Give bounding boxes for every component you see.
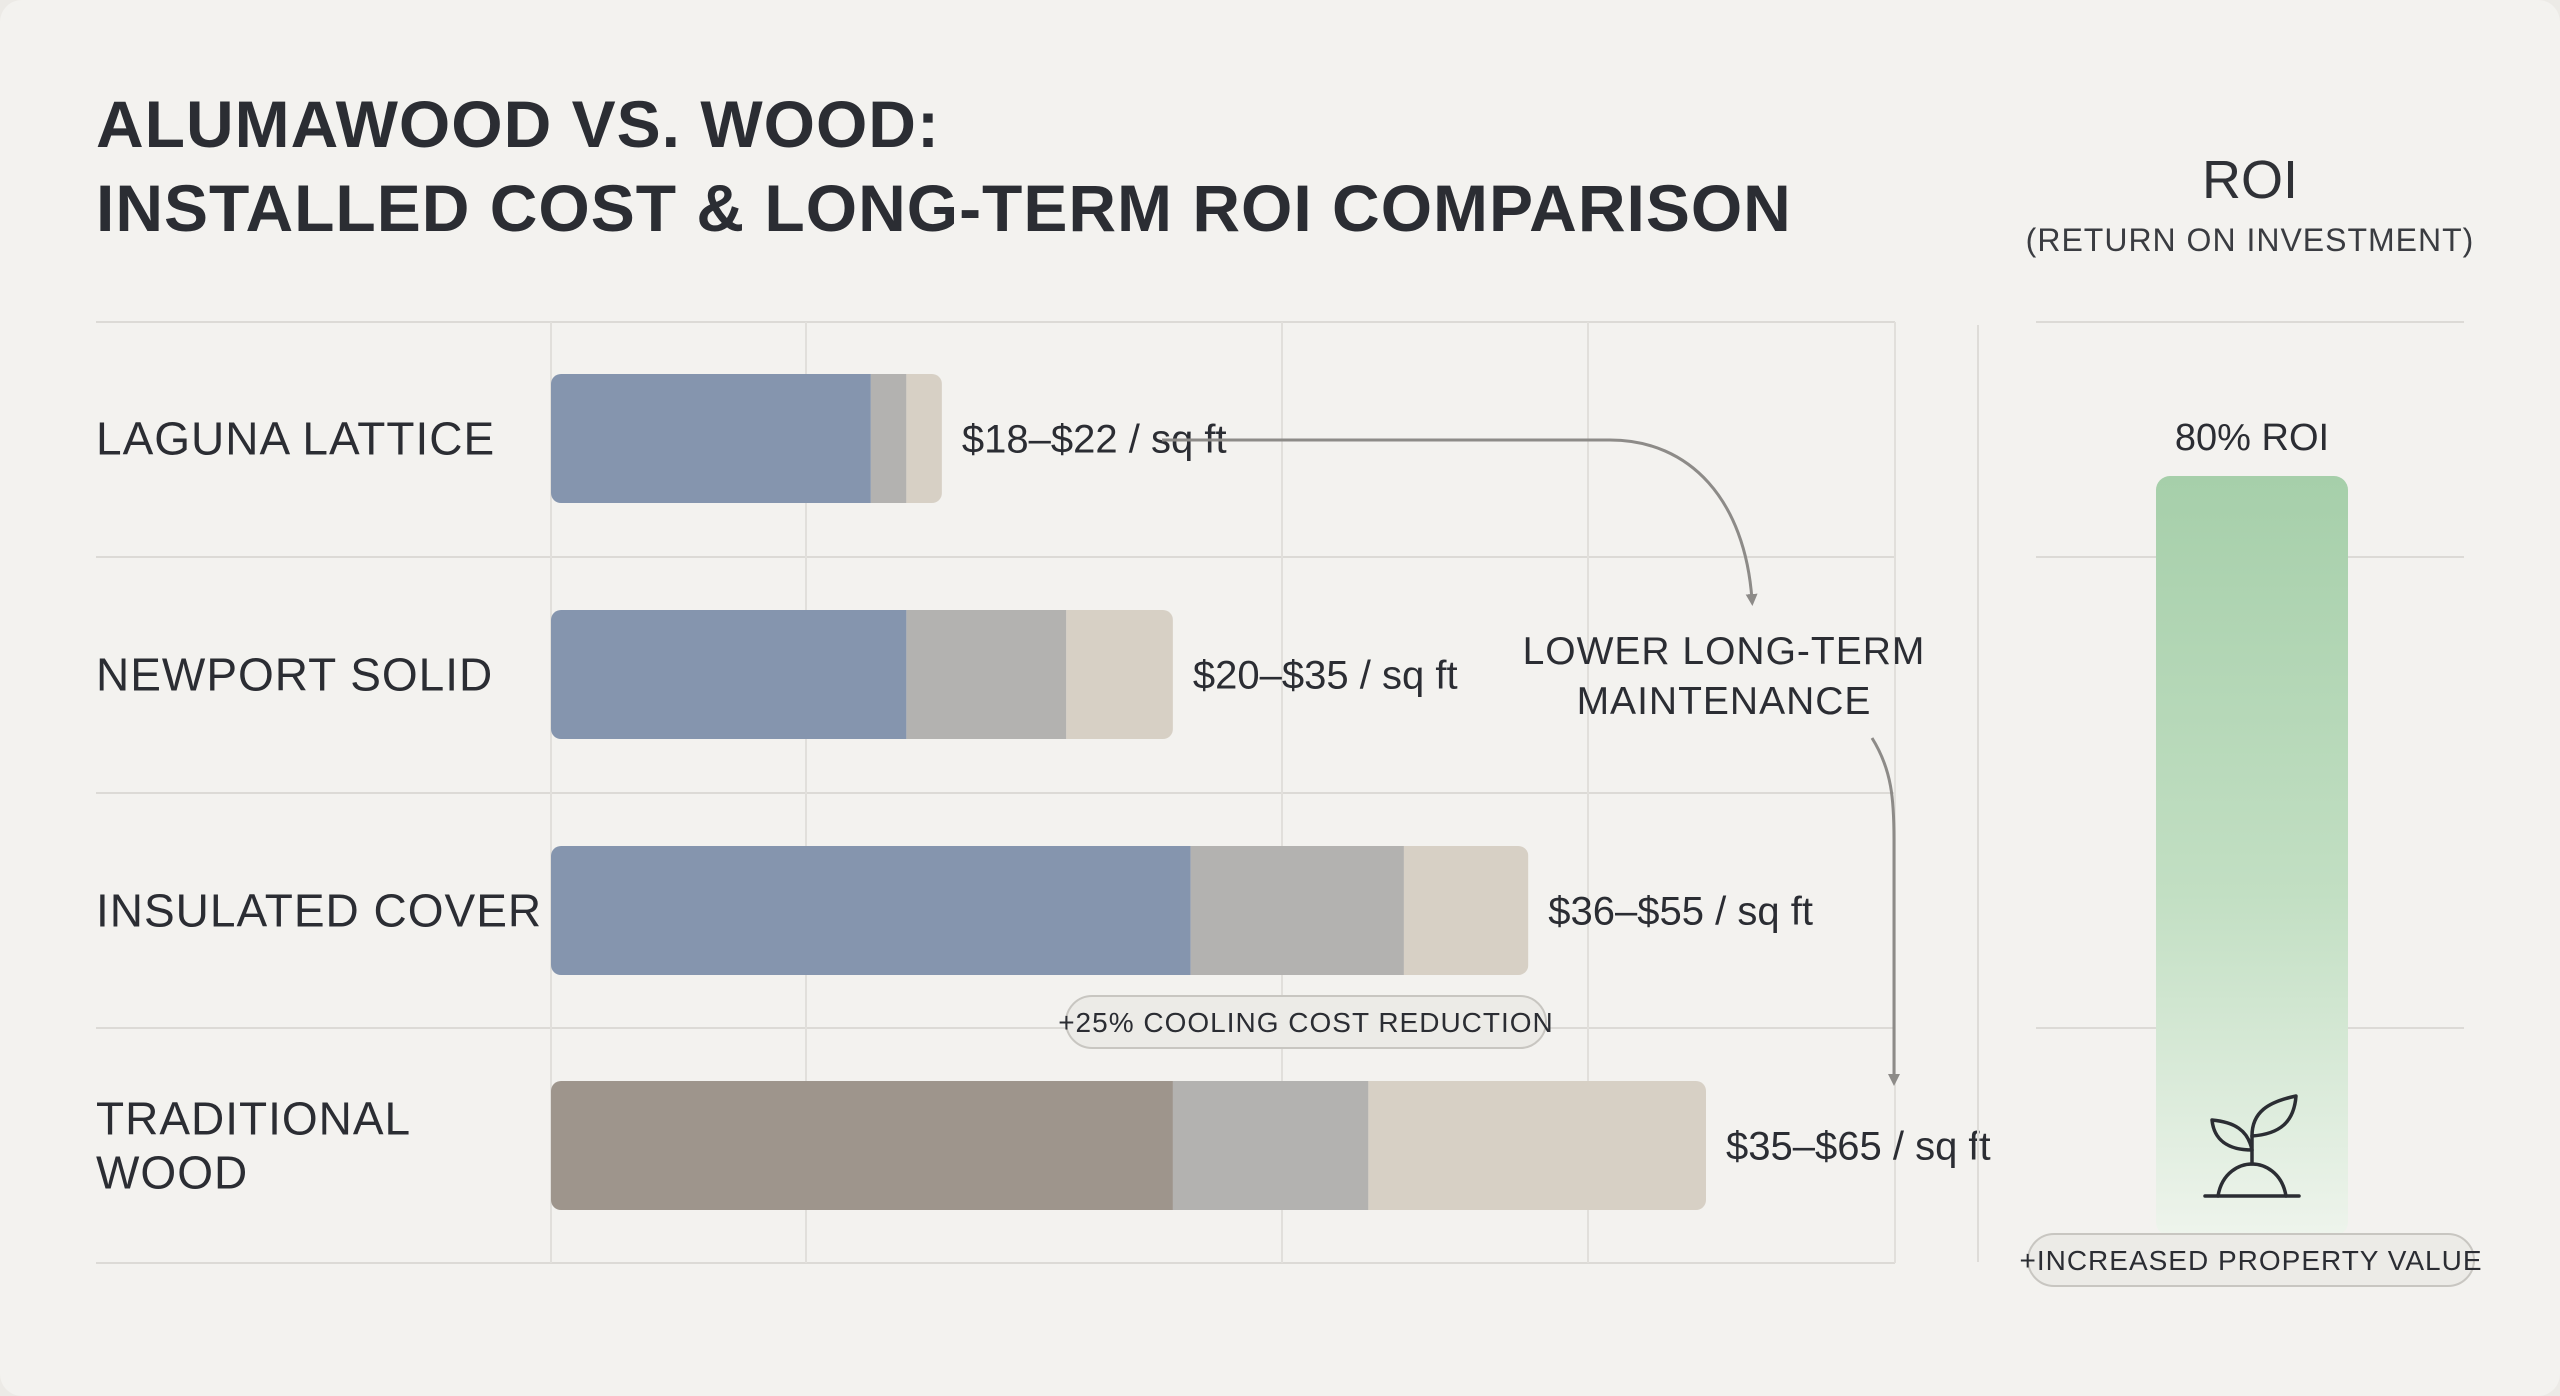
sprout-icon bbox=[2203, 1094, 2301, 1198]
bars bbox=[551, 374, 1706, 1210]
bar-segment bbox=[551, 610, 907, 739]
bar-segment bbox=[551, 846, 1191, 975]
category-label: NEWPORT SOLID bbox=[96, 649, 493, 701]
bar-segment bbox=[906, 610, 1067, 739]
bar-group bbox=[551, 1081, 1706, 1210]
value-label: $35–$65 / sq ft bbox=[1726, 1125, 1991, 1169]
maintenance-annotation: LOWER LONG-TERM MAINTENANCE bbox=[1162, 438, 1926, 1086]
category-label: LAGUNA LATTICE bbox=[96, 413, 495, 465]
roi-heading: ROI (RETURN ON INVESTMENT) bbox=[1990, 148, 2510, 260]
bar-group bbox=[551, 610, 1173, 739]
maintenance-arrow-top bbox=[1162, 438, 1758, 606]
bar-segment bbox=[906, 374, 942, 503]
bar-segment bbox=[551, 374, 871, 503]
bar-segment bbox=[1403, 846, 1529, 975]
bar-segment bbox=[1172, 1081, 1369, 1210]
bar-group bbox=[551, 374, 942, 503]
value-label: $20–$35 / sq ft bbox=[1193, 654, 1458, 698]
chart-title: ALUMAWOOD VS. WOOD: INSTALLED COST & LON… bbox=[96, 82, 1792, 250]
roi-subtitle: (RETURN ON INVESTMENT) bbox=[2025, 222, 2475, 258]
bar-segment bbox=[870, 374, 907, 503]
cooling-badge: +25% COOLING COST REDUCTION bbox=[1058, 995, 1554, 1049]
maintenance-note-line-1: LOWER LONG-TERM bbox=[1523, 630, 1926, 673]
category-label: WOOD bbox=[96, 1147, 248, 1199]
category-label: INSULATED COVER bbox=[96, 885, 542, 937]
cooling-badge-text: +25% COOLING COST REDUCTION bbox=[1058, 1007, 1554, 1038]
roi-bar-label: 80% ROI bbox=[2175, 417, 2329, 459]
bar-group bbox=[551, 846, 1529, 975]
roi-bar bbox=[2156, 476, 2348, 1236]
value-label: $36–$55 / sq ft bbox=[1548, 890, 1813, 934]
bar-segment bbox=[1368, 1081, 1706, 1210]
bar-segment bbox=[551, 1081, 1173, 1210]
title-line-2: INSTALLED COST & LONG-TERM ROI COMPARISO… bbox=[96, 171, 1792, 245]
bar-segment bbox=[1190, 846, 1404, 975]
roi-panel: 80% ROI +INCREASED PROPERTY VALUE bbox=[1977, 321, 2482, 1287]
roi-title: ROI bbox=[2201, 150, 2298, 210]
bar-segment bbox=[1066, 610, 1173, 739]
category-label: TRADITIONAL bbox=[96, 1093, 411, 1145]
property-value-badge: +INCREASED PROPERTY VALUE bbox=[2019, 1245, 2482, 1276]
maintenance-note-line-2: MAINTENANCE bbox=[1577, 680, 1872, 723]
maintenance-arrow-down bbox=[1870, 737, 1900, 1086]
title-line-1: ALUMAWOOD VS. WOOD: bbox=[96, 87, 940, 161]
